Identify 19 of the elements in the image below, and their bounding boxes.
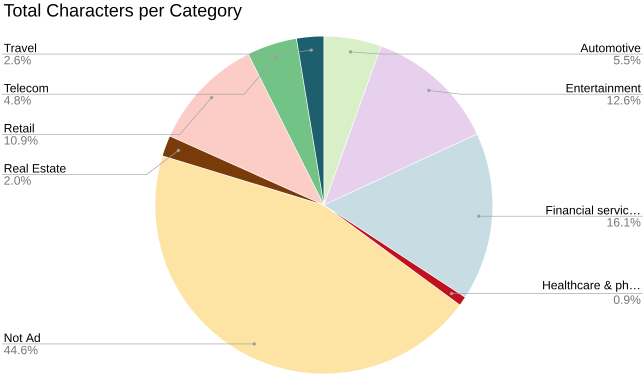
slice-label: Real Estate (4, 164, 66, 172)
data-label: 10.9% (4, 136, 38, 145)
slice-label: Healthcare & ph… (543, 280, 640, 292)
chart-title: Total Characters per Category (4, 3, 242, 20)
slice-label: Automotive (580, 43, 640, 52)
slice-label: Entertainment (566, 83, 641, 92)
slice-label: Retail (4, 124, 34, 132)
data-label: 2.0% (4, 176, 31, 185)
slice-label: Financial servic… (546, 205, 640, 214)
slice-label: Telecom (4, 83, 48, 92)
data-label: 44.6% (4, 346, 38, 354)
data-label: 16.1% (608, 218, 640, 226)
data-label: 5.5% (614, 56, 640, 64)
data-label: 2.6% (4, 56, 31, 64)
data-label: 12.6% (608, 96, 640, 104)
slice-label: Not Ad (4, 333, 40, 342)
data-label: 4.8% (4, 96, 31, 104)
data-label: 0.9% (614, 295, 640, 304)
slice-label: Travel (4, 43, 36, 52)
